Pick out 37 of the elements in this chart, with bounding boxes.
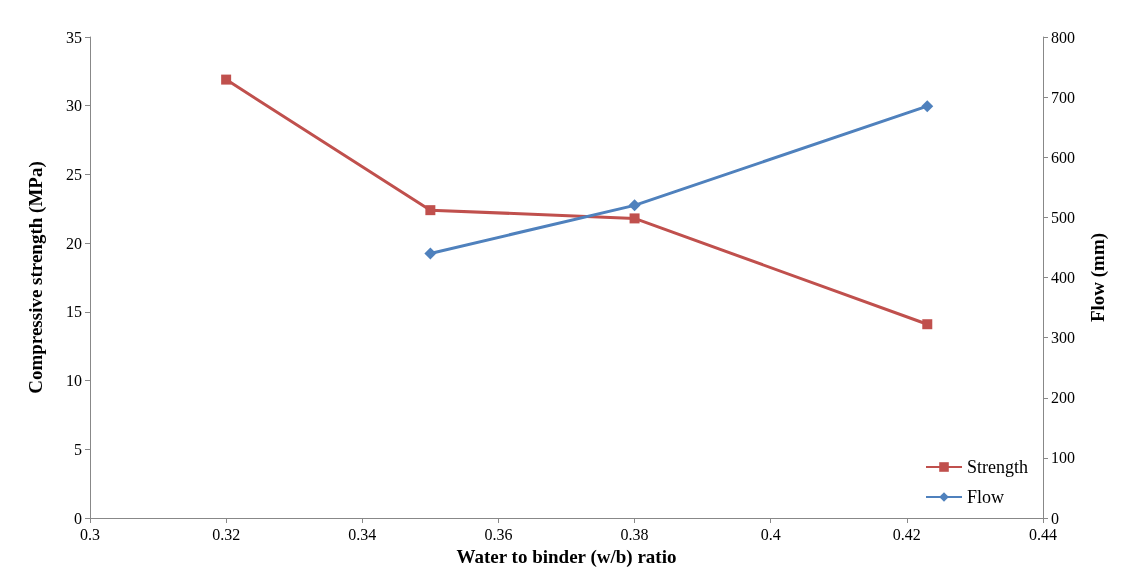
point [628,199,641,212]
x-tick-label: 0.34 [348,525,377,543]
point [922,319,933,330]
y-tick-label: 10 [66,372,82,390]
y-tick-label: 15 [66,303,82,321]
x-tick-label: 0.36 [484,525,513,543]
y2-tick-label: 500 [1051,208,1075,226]
point [629,213,640,224]
y2-tick-label: 100 [1051,449,1075,467]
x-tick-label: 0.42 [892,525,921,543]
x-tick-label: 0.32 [212,525,241,543]
y-tick-label: 35 [66,28,82,46]
y2-tick-label: 200 [1051,389,1075,407]
x-tick-label: 0.3 [80,525,100,543]
y2-tick-label: 800 [1051,28,1075,46]
x-tick-label: 0.44 [1029,525,1057,543]
point [425,205,436,216]
y2-tick-label: 400 [1051,269,1075,286]
y-tick-label: 25 [66,165,82,183]
y-tick-label: 20 [66,234,82,252]
legend-label: Strength [967,457,1028,477]
point [921,100,934,113]
y2-axis-title: Flow (mm) [1087,232,1109,323]
y-tick-label: 5 [74,440,82,458]
point [221,74,232,85]
point [424,247,437,260]
y2-tick-label: 700 [1051,88,1075,106]
y2-tick-label: 600 [1051,148,1075,166]
y2-tick-label: 300 [1051,329,1075,347]
y-axis-title: Compressive strength (MPa) [25,161,47,394]
x-tick-label: 0.38 [620,525,649,543]
y-tick-label: 30 [66,97,82,115]
x-axis-title: Water to binder (w/b) ratio [456,545,677,568]
legend-label: Flow [967,487,1005,507]
y2-tick-label: 0 [1051,509,1059,527]
y-tick-label: 0 [74,509,82,527]
x-tick-label: 0.4 [760,525,781,543]
